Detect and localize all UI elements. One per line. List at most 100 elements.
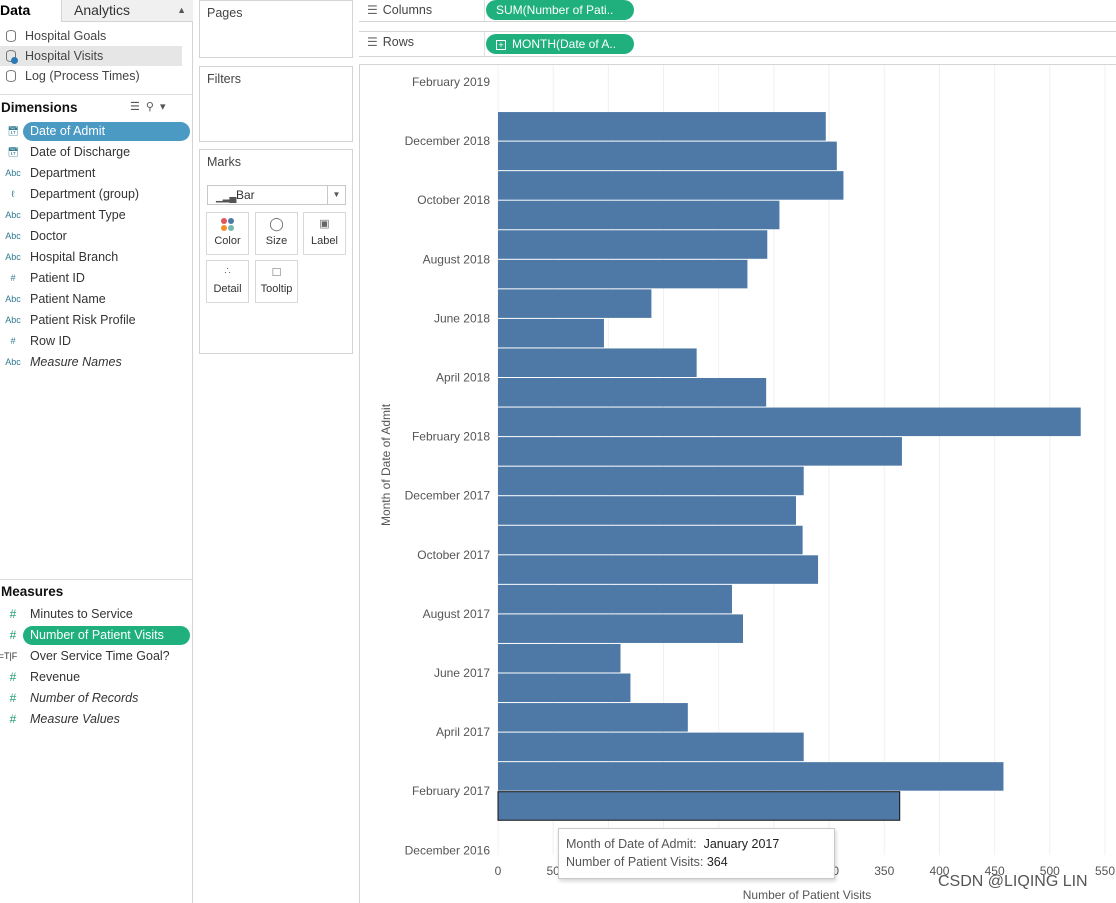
bar[interactable] bbox=[498, 732, 804, 762]
bar[interactable] bbox=[498, 466, 804, 496]
bar-chart[interactable]: February 2019 December 2018 October 2018 Au… bbox=[360, 65, 1116, 903]
database-icon bbox=[6, 70, 16, 82]
datasource-item[interactable]: Log (Process Times) bbox=[0, 66, 182, 86]
x-tick-label: 500 bbox=[1040, 864, 1060, 878]
bar[interactable] bbox=[498, 437, 902, 466]
rows-pill[interactable]: + MONTH(Date of A.. bbox=[486, 34, 634, 54]
y-tick-label: December 2017 bbox=[405, 489, 491, 503]
datasource-item[interactable]: Hospital Goals bbox=[0, 26, 182, 46]
bar[interactable] bbox=[498, 407, 1081, 437]
list-view-icon[interactable]: ☰ bbox=[130, 101, 146, 113]
hash-icon: # bbox=[9, 670, 17, 684]
bar[interactable] bbox=[498, 348, 697, 377]
bar[interactable] bbox=[498, 614, 744, 643]
chevron-down-icon: ▼ bbox=[327, 186, 345, 204]
tooltip-button[interactable]: □ Tooltip bbox=[255, 260, 298, 303]
dimension-label: Row ID bbox=[30, 334, 71, 348]
bar[interactable] bbox=[498, 230, 768, 259]
bar[interactable] bbox=[498, 289, 652, 318]
dimension-label: Hospital Branch bbox=[30, 250, 119, 264]
dimension-field[interactable]: Abc Patient Name bbox=[0, 289, 192, 310]
dimension-field[interactable]: Abc Measure Names bbox=[0, 352, 192, 373]
rows-shelf[interactable]: ☰ Rows + MONTH(Date of A.. bbox=[359, 31, 1116, 57]
color-label: Color bbox=[214, 235, 241, 247]
dimension-field[interactable]: Abc Department bbox=[0, 163, 192, 184]
bar[interactable] bbox=[498, 703, 688, 732]
bar[interactable] bbox=[498, 555, 819, 584]
measure-field[interactable]: # Revenue bbox=[0, 667, 192, 688]
dimension-label: Department (group) bbox=[30, 187, 140, 201]
mark-type-value: Bar bbox=[236, 188, 255, 202]
size-label: Size bbox=[265, 235, 288, 247]
dropdown-icon[interactable]: ▾ bbox=[159, 101, 172, 113]
rows-label-wrap: ☰ Rows bbox=[367, 35, 414, 49]
bar[interactable] bbox=[498, 318, 604, 348]
bar[interactable] bbox=[498, 141, 837, 171]
expand-plus-icon[interactable]: + bbox=[496, 40, 506, 50]
label-button[interactable]: ▣ Label bbox=[303, 212, 346, 255]
dimension-tools[interactable]: ☰⚲▾ bbox=[130, 100, 171, 113]
measure-field[interactable]: # Number of Records bbox=[0, 688, 192, 709]
tab-analytics[interactable]: Analytics ▲︎ bbox=[61, 0, 193, 22]
dimension-field[interactable]: Abc Doctor bbox=[0, 226, 192, 247]
measure-field[interactable]: # Number of Patient Visits bbox=[0, 625, 192, 646]
field-pill bbox=[23, 122, 190, 141]
dimension-field[interactable]: # Row ID bbox=[0, 331, 192, 352]
dimension-field[interactable]: Abc Hospital Branch bbox=[0, 247, 192, 268]
bar[interactable] bbox=[498, 762, 1004, 791]
divider bbox=[0, 94, 192, 95]
rows-pill-label: MONTH(Date of A.. bbox=[512, 37, 617, 51]
dimension-field[interactable]: 📅︎ Date of Admit bbox=[0, 121, 192, 142]
dimension-field[interactable]: 📅︎ Date of Discharge bbox=[0, 142, 192, 163]
abc-icon: Abc bbox=[5, 231, 21, 241]
dimension-field[interactable]: Abc Patient Risk Profile bbox=[0, 310, 192, 331]
x-tick-label: 450 bbox=[985, 864, 1005, 878]
dimension-label: Patient ID bbox=[30, 271, 85, 285]
field-pill bbox=[23, 626, 190, 645]
bar[interactable] bbox=[498, 200, 780, 230]
dimension-label: Date of Discharge bbox=[30, 145, 131, 159]
x-tick-label: 350 bbox=[874, 864, 894, 878]
measure-field[interactable]: # Minutes to Service bbox=[0, 604, 192, 625]
abc-icon: Abc bbox=[5, 210, 21, 220]
bar[interactable] bbox=[498, 643, 621, 673]
shelf-separator bbox=[484, 32, 485, 56]
size-button[interactable]: ◯ Size bbox=[255, 212, 298, 255]
bar[interactable] bbox=[498, 171, 844, 200]
x-tick-label: 550 bbox=[1095, 864, 1115, 878]
bar[interactable] bbox=[498, 584, 732, 614]
measure-field[interactable]: # Measure Values bbox=[0, 709, 192, 730]
datasource-item-selected[interactable]: Hospital Visits bbox=[0, 46, 182, 66]
bar[interactable] bbox=[498, 378, 767, 407]
measure-label: Revenue bbox=[30, 670, 81, 684]
bar[interactable] bbox=[498, 112, 826, 141]
marks-card: Marks ▁▂▄ Bar ▼ Color ◯ Size ▣ Label ∴ D… bbox=[199, 149, 353, 354]
search-icon[interactable]: ⚲ bbox=[145, 101, 160, 113]
chart-view[interactable]: February 2019 December 2018 October 2018 Au… bbox=[359, 64, 1116, 903]
detail-button[interactable]: ∴ Detail bbox=[206, 260, 249, 303]
marks-title: Marks bbox=[207, 155, 242, 169]
dimension-field[interactable]: ℓ Department (group) bbox=[0, 184, 192, 205]
bar[interactable] bbox=[498, 259, 748, 289]
tab-data[interactable]: Data bbox=[0, 2, 31, 18]
bar[interactable] bbox=[498, 525, 803, 555]
columns-pill[interactable]: SUM(Number of Pati.. bbox=[486, 0, 634, 20]
shelf-separator bbox=[484, 0, 485, 21]
bar[interactable] bbox=[498, 673, 631, 703]
measure-field[interactable]: =T|F Over Service Time Goal? bbox=[0, 646, 192, 667]
columns-shelf[interactable]: ☰ Columns SUM(Number of Pati.. bbox=[359, 0, 1116, 22]
x-tick-label: 50 bbox=[547, 864, 561, 878]
dimension-field[interactable]: # Patient ID bbox=[0, 268, 192, 289]
tooltip-label: Tooltip bbox=[260, 283, 293, 295]
filters-shelf[interactable]: Filters bbox=[199, 66, 353, 142]
active-check-icon bbox=[11, 57, 18, 64]
dimension-field[interactable]: Abc Department Type bbox=[0, 205, 192, 226]
bar[interactable] bbox=[498, 496, 796, 525]
y-tick-label: August 2017 bbox=[423, 607, 491, 621]
color-button[interactable]: Color bbox=[206, 212, 249, 255]
tooltip-month-label: Month of Date of Admit: bbox=[566, 837, 697, 851]
pages-shelf[interactable]: Pages bbox=[199, 0, 353, 58]
x-tick-label: 0 bbox=[495, 864, 502, 878]
bar[interactable] bbox=[497, 791, 901, 821]
mark-type-select[interactable]: ▁▂▄ Bar ▼ bbox=[207, 185, 346, 205]
